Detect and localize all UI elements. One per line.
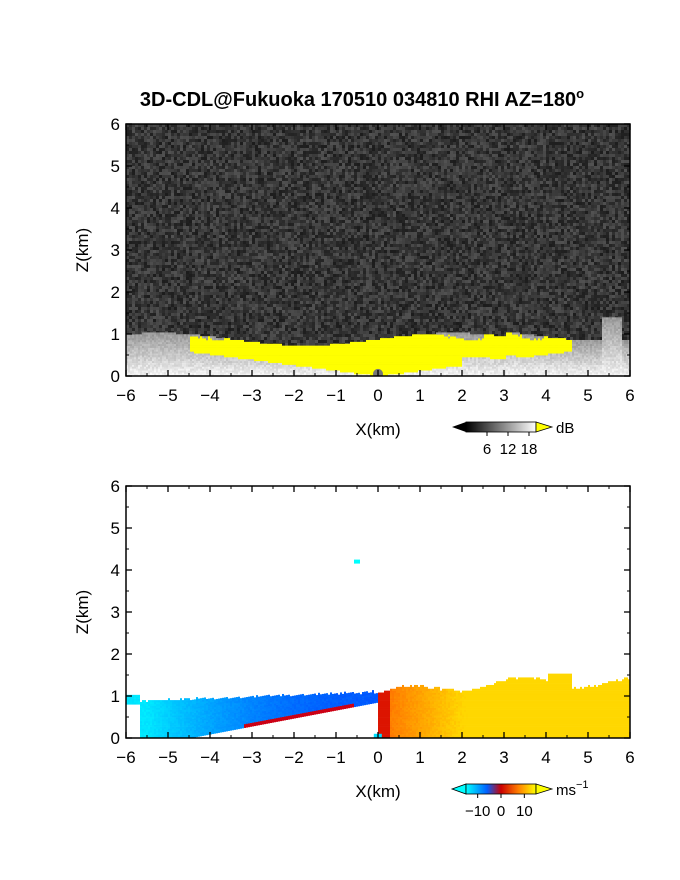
doppler-x-tick-label: 0 bbox=[373, 748, 382, 767]
doppler-y-tick-label: 5 bbox=[111, 519, 120, 538]
doppler-x-tick-label: 2 bbox=[457, 748, 466, 767]
doppler-x-tick-label: −2 bbox=[284, 748, 303, 767]
snr-y-tick-label: 3 bbox=[111, 241, 120, 260]
doppler-y-axis-label: Z(km) bbox=[73, 590, 92, 634]
snr-y-tick-label: 5 bbox=[111, 157, 120, 176]
snr-colorbar-unit: dB bbox=[556, 420, 574, 437]
doppler-axis-ticks: −6 −5 −4 −3 −2 −1 0 1 2 3 4 5 6 0 1 2 3 4 5 6 bbox=[111, 477, 635, 767]
snr-y-tick-label: 0 bbox=[111, 367, 120, 386]
doppler-colorbar: −10 0 10 ms−1 bbox=[450, 779, 589, 820]
snr-x-tick-label: 1 bbox=[415, 386, 424, 405]
snr-x-tick-label: −6 bbox=[116, 386, 135, 405]
doppler-colorbar-tick-label: −10 bbox=[465, 803, 490, 820]
snr-x-tick-label: −1 bbox=[326, 386, 345, 405]
snr-colorbar-tick-label: 6 bbox=[483, 441, 491, 458]
doppler-x-axis-label: X(km) bbox=[355, 782, 400, 801]
doppler-y-tick-label: 4 bbox=[111, 561, 120, 580]
snr-x-tick-label: 3 bbox=[499, 386, 508, 405]
snr-y-tick-label: 2 bbox=[111, 283, 120, 302]
doppler-colorbar-tick-label: 0 bbox=[497, 803, 505, 820]
doppler-x-tick-label: 4 bbox=[541, 748, 550, 767]
doppler-x-tick-label: −4 bbox=[200, 748, 219, 767]
doppler-x-tick-label: −6 bbox=[116, 748, 135, 767]
chart-title: 3D-CDL@Fukuoka 170510 034810 RHI AZ=180o bbox=[140, 86, 584, 111]
snr-heatmap bbox=[126, 124, 630, 376]
snr-y-tick-label: 6 bbox=[111, 115, 120, 134]
snr-x-tick-label: 0 bbox=[373, 386, 382, 405]
doppler-x-tick-label: 3 bbox=[499, 748, 508, 767]
doppler-colorbar-tick-label: 10 bbox=[516, 803, 533, 820]
snr-x-tick-label: −5 bbox=[158, 386, 177, 405]
snr-x-tick-label: 6 bbox=[625, 386, 634, 405]
doppler-colorbar-scale bbox=[465, 783, 537, 795]
snr-colorbar-scale bbox=[465, 421, 537, 433]
snr-x-tick-label: 4 bbox=[541, 386, 550, 405]
doppler-x-tick-label: 5 bbox=[583, 748, 592, 767]
snr-x-tick-label: −3 bbox=[242, 386, 261, 405]
snr-y-tick-label: 4 bbox=[111, 199, 120, 218]
doppler-colorbar-over-arrow bbox=[535, 783, 554, 795]
doppler-heatmap bbox=[126, 559, 630, 738]
snr-colorbar-tick-label: 12 bbox=[500, 441, 517, 458]
snr-x-tick-label: −2 bbox=[284, 386, 303, 405]
snr-colorbar-tick-label: 18 bbox=[521, 441, 538, 458]
doppler-colorbar-under-arrow bbox=[450, 783, 467, 795]
snr-axis-ticks: −6 −5 −4 −3 −2 −1 0 1 2 3 4 5 6 0 1 2 3 4 5 6 bbox=[111, 115, 635, 405]
snr-y-tick-label: 1 bbox=[111, 325, 120, 344]
isolated-echo-point bbox=[354, 559, 360, 564]
doppler-x-tick-label: 1 bbox=[415, 748, 424, 767]
snr-colorbar: 6 12 18 dB bbox=[452, 420, 574, 458]
snr-colorbar-under-arrow bbox=[452, 422, 466, 432]
snr-x-tick-label: −4 bbox=[200, 386, 219, 405]
doppler-y-tick-label: 1 bbox=[111, 687, 120, 706]
snr-colorbar-over-arrow bbox=[535, 421, 554, 433]
doppler-x-tick-label: −1 bbox=[326, 748, 345, 767]
snr-x-tick-label: 5 bbox=[583, 386, 592, 405]
doppler-x-tick-label: 6 bbox=[625, 748, 634, 767]
doppler-y-tick-label: 3 bbox=[111, 603, 120, 622]
snr-y-axis-label: Z(km) bbox=[73, 228, 92, 272]
doppler-x-tick-label: −3 bbox=[242, 748, 261, 767]
doppler-x-tick-label: −5 bbox=[158, 748, 177, 767]
doppler-y-tick-label: 6 bbox=[111, 477, 120, 496]
doppler-y-tick-label: 2 bbox=[111, 645, 120, 664]
doppler-colorbar-unit: ms−1 bbox=[556, 779, 589, 799]
snr-x-axis-label: X(km) bbox=[355, 420, 400, 439]
snr-x-tick-label: 2 bbox=[457, 386, 466, 405]
doppler-y-tick-label: 0 bbox=[111, 729, 120, 748]
